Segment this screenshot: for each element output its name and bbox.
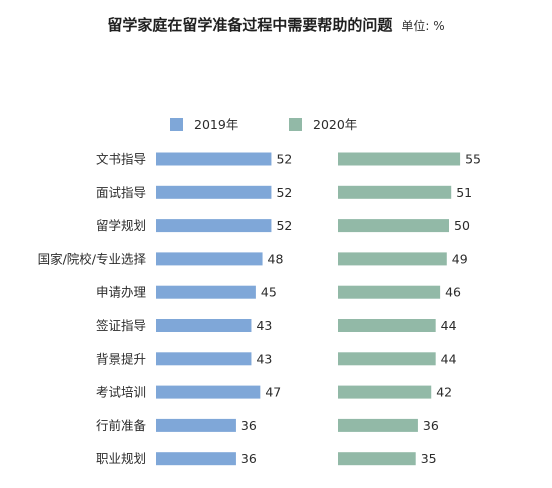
category-label: 背景提升 bbox=[96, 351, 146, 366]
bar-2 bbox=[338, 385, 432, 399]
bar-2 bbox=[338, 452, 416, 466]
value-label-1: 43 bbox=[256, 351, 272, 366]
value-label-1: 45 bbox=[261, 285, 277, 300]
bar-1 bbox=[156, 418, 236, 432]
value-label-1: 36 bbox=[241, 451, 257, 466]
bar-2 bbox=[338, 219, 449, 233]
bar-2 bbox=[338, 352, 436, 366]
bar-1 bbox=[156, 185, 272, 199]
bar-1 bbox=[156, 252, 263, 266]
category-label: 申请办理 bbox=[96, 285, 147, 300]
value-label-1: 47 bbox=[265, 385, 281, 400]
category-label: 留学规划 bbox=[96, 218, 146, 233]
bar-2 bbox=[338, 418, 418, 432]
bar-2 bbox=[338, 319, 436, 332]
value-label-1: 48 bbox=[268, 251, 284, 266]
bar-1 bbox=[156, 385, 261, 399]
category-label: 面试指导 bbox=[96, 185, 146, 200]
value-label-2: 51 bbox=[456, 185, 472, 200]
chart-title: 留学家庭在留学准备过程中需要帮助的问题 bbox=[107, 16, 393, 34]
bar-1 bbox=[156, 352, 252, 366]
legend-swatch-1 bbox=[170, 118, 183, 131]
bar-2 bbox=[338, 285, 441, 299]
bar-1 bbox=[156, 152, 272, 166]
value-label-1: 52 bbox=[276, 218, 292, 233]
value-label-2: 44 bbox=[441, 318, 457, 333]
bar-1 bbox=[156, 319, 252, 332]
bar-2 bbox=[338, 252, 447, 266]
bar-1 bbox=[156, 285, 256, 299]
bar-2 bbox=[338, 185, 452, 199]
value-label-2: 55 bbox=[465, 152, 481, 167]
legend-swatch-2 bbox=[289, 118, 302, 131]
bar-1 bbox=[156, 219, 272, 233]
category-label: 职业规划 bbox=[96, 451, 146, 466]
value-label-2: 36 bbox=[423, 418, 439, 433]
value-label-2: 42 bbox=[436, 385, 452, 400]
value-label-2: 35 bbox=[421, 451, 437, 466]
bar-2 bbox=[338, 152, 461, 166]
chart-title-row: 留学家庭在留学准备过程中需要帮助的问题 单位: % bbox=[0, 14, 552, 35]
bar-1 bbox=[156, 452, 236, 466]
value-label-2: 44 bbox=[441, 351, 457, 366]
category-label: 国家/院校/专业选择 bbox=[38, 251, 147, 266]
value-label-1: 36 bbox=[241, 418, 257, 433]
value-label-1: 52 bbox=[276, 185, 292, 200]
category-label: 文书指导 bbox=[96, 152, 146, 167]
category-label: 行前准备 bbox=[96, 418, 147, 433]
value-label-2: 50 bbox=[454, 218, 470, 233]
value-label-1: 52 bbox=[276, 152, 292, 167]
value-label-2: 49 bbox=[452, 251, 468, 266]
unit-label: 单位: % bbox=[401, 19, 445, 33]
value-label-1: 43 bbox=[256, 318, 272, 333]
category-label: 签证指导 bbox=[96, 318, 146, 333]
legend-label-1: 2019年 bbox=[194, 117, 238, 132]
category-label: 考试培训 bbox=[96, 385, 146, 400]
value-label-2: 46 bbox=[445, 285, 461, 300]
legend-label-2: 2020年 bbox=[313, 117, 357, 132]
